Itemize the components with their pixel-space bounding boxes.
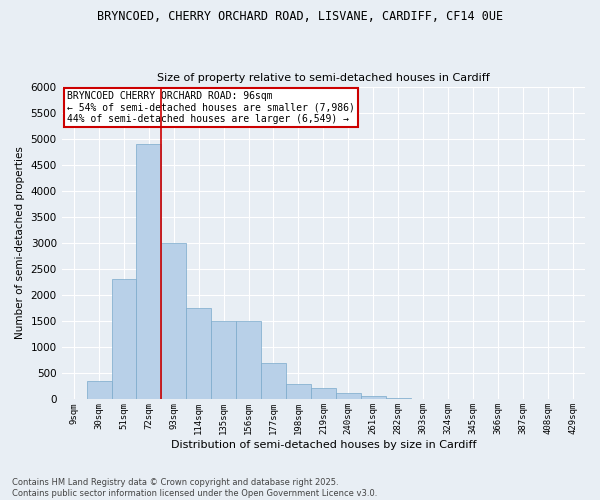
Bar (86, 381, 112, 400)
Bar (311, 388, 336, 400)
Bar (410, 398, 436, 400)
Bar (336, 393, 361, 400)
Title: Size of property relative to semi-detached houses in Cardiff: Size of property relative to semi-detach… (157, 73, 490, 83)
X-axis label: Distribution of semi-detached houses by size in Cardiff: Distribution of semi-detached houses by … (170, 440, 476, 450)
Bar (186, 308, 211, 400)
Bar (161, 243, 186, 400)
Bar (361, 396, 386, 400)
Bar (112, 280, 136, 400)
Bar (261, 363, 286, 400)
Bar (386, 398, 410, 400)
Bar (236, 321, 261, 400)
Text: BRYNCOED, CHERRY ORCHARD ROAD, LISVANE, CARDIFF, CF14 0UE: BRYNCOED, CHERRY ORCHARD ROAD, LISVANE, … (97, 10, 503, 23)
Y-axis label: Number of semi-detached properties: Number of semi-detached properties (15, 146, 25, 340)
Text: BRYNCOED CHERRY ORCHARD ROAD: 96sqm
← 54% of semi-detached houses are smaller (7: BRYNCOED CHERRY ORCHARD ROAD: 96sqm ← 54… (67, 91, 355, 124)
Bar (211, 321, 236, 400)
Bar (286, 384, 311, 400)
Bar (136, 144, 161, 400)
Text: Contains HM Land Registry data © Crown copyright and database right 2025.
Contai: Contains HM Land Registry data © Crown c… (12, 478, 377, 498)
